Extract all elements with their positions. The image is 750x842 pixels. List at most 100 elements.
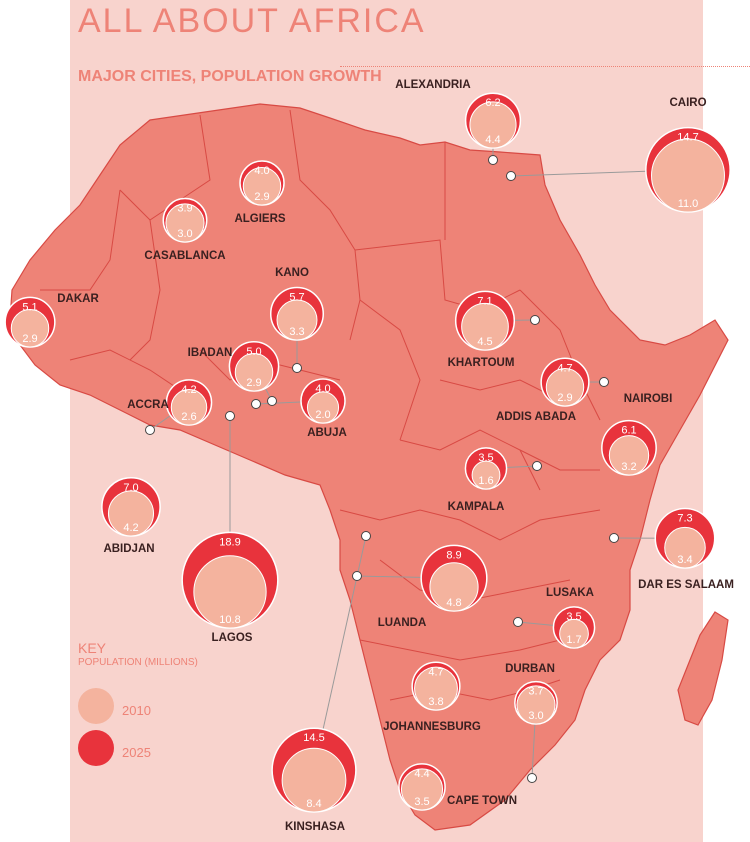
value-2010-lagos: 10.8 xyxy=(219,614,240,626)
madagascar-landmass xyxy=(677,611,729,726)
city-accra: 4.2 2.6 ACCRA xyxy=(127,379,213,435)
city-name-alexandria: ALEXANDRIA xyxy=(395,79,470,91)
key-label-2010: 2010 xyxy=(122,703,151,718)
value-2025-abuja: 4.0 xyxy=(315,383,330,395)
location-dot-kinshasa xyxy=(361,531,371,541)
value-2025-kinshasa: 14.5 xyxy=(303,732,324,744)
value-2025-lagos: 18.9 xyxy=(219,536,240,548)
city-addis-abada: 4.7 2.9 ADDIS ABADA xyxy=(496,357,609,423)
bubble-2010-lusaka xyxy=(559,618,589,649)
value-2025-algiers: 4.0 xyxy=(254,165,269,177)
value-2010-khartoum: 4.5 xyxy=(477,336,492,348)
bubble-2010-cape-town xyxy=(400,768,444,811)
bubble-2010-luanda xyxy=(429,562,479,612)
key-title: KEY xyxy=(78,640,107,656)
value-2010-accra: 2.6 xyxy=(181,411,196,423)
value-2010-nairobi: 3.2 xyxy=(621,461,636,473)
value-2025-abidjan: 7.0 xyxy=(123,482,138,494)
key-swatch-2025 xyxy=(78,730,114,766)
city-name-cairo: CAIRO xyxy=(669,97,706,109)
value-2010-kampala: 1.6 xyxy=(478,475,493,487)
bubble-2010-ibadan xyxy=(234,353,274,392)
bubble-2010-kampala xyxy=(471,460,501,490)
value-2025-alexandria: 6.2 xyxy=(485,97,500,109)
bubble-2010-kinshasa xyxy=(281,747,347,813)
location-dot-lusaka xyxy=(513,617,523,627)
value-2025-nairobi: 6.1 xyxy=(621,425,636,437)
bubble-2010-johannesburg xyxy=(414,666,458,711)
city-lagos: 18.9 10.8 LAGOS xyxy=(181,411,279,644)
city-name-dar-es-salaam: DAR ES SALAAM xyxy=(638,579,734,591)
value-2010-casablanca: 3.0 xyxy=(177,228,192,240)
bubble-2010-dakar xyxy=(10,309,50,348)
value-2025-durban: 3.7 xyxy=(528,686,543,698)
city-casablanca: 3.9 3.0 CASABLANCA xyxy=(144,197,226,262)
bubble-2010-lagos xyxy=(193,555,267,629)
city-name-luanda: LUANDA xyxy=(378,617,427,629)
value-2025-kano: 5.7 xyxy=(289,291,304,303)
value-2010-alexandria: 4.4 xyxy=(485,134,500,146)
value-2010-abuja: 2.0 xyxy=(315,409,330,421)
value-2010-ibadan: 2.9 xyxy=(246,377,261,389)
city-ibadan: 5.0 2.9 IBADAN xyxy=(188,341,280,406)
city-name-cape-town: CAPE TOWN xyxy=(447,795,517,807)
city-name-abidjan: ABIDJAN xyxy=(103,543,154,555)
value-2010-algiers: 2.9 xyxy=(254,191,269,203)
bubble-2010-abidjan xyxy=(107,490,155,537)
city-name-accra: ACCRA xyxy=(127,399,169,411)
city-name-durban: DURBAN xyxy=(505,663,555,675)
city-kinshasa: 14.5 8.4 KINSHASA xyxy=(271,531,371,833)
location-dot-kano xyxy=(292,363,302,373)
city-kano: 5.7 3.3 KANO xyxy=(269,267,325,373)
value-2010-dakar: 2.9 xyxy=(22,333,37,345)
city-alexandria: 6.2 4.4 ALEXANDRIA xyxy=(395,79,522,165)
value-2025-johannesburg: 4.7 xyxy=(428,666,443,678)
city-dar-es-salaam: 7.3 3.4 DAR ES SALAAM xyxy=(609,507,734,591)
city-luanda: 8.9 4.8 LUANDA xyxy=(352,544,488,629)
key-label-2025: 2025 xyxy=(122,745,151,760)
bubble-2010-durban xyxy=(516,685,556,725)
bubble-2010-accra xyxy=(170,389,208,426)
country-borders xyxy=(40,109,601,701)
location-dot-lagos xyxy=(225,411,235,421)
value-2010-lusaka: 1.7 xyxy=(566,634,581,646)
key-swatch-2010 xyxy=(78,688,114,724)
city-name-johannesburg: JOHANNESBURG xyxy=(383,721,481,733)
value-2010-kinshasa: 8.4 xyxy=(306,798,321,810)
bubble-2010-dar-es-salaam xyxy=(664,526,706,569)
value-2025-ibadan: 5.0 xyxy=(246,346,261,358)
bubble-2010-cairo xyxy=(651,138,725,213)
location-dot-durban xyxy=(527,773,537,783)
bubble-2010-casablanca xyxy=(165,203,205,243)
city-name-kano: KANO xyxy=(275,267,309,279)
city-name-lusaka: LUSAKA xyxy=(546,587,594,599)
location-dot-khartoum xyxy=(530,315,540,325)
value-2025-cape-town: 4.4 xyxy=(414,768,429,780)
value-2010-kano: 3.3 xyxy=(289,326,304,338)
location-dot-addis-abada xyxy=(599,377,609,387)
value-2025-addis-abada: 4.7 xyxy=(557,362,572,374)
value-2025-accra: 4.2 xyxy=(181,384,196,396)
city-name-dakar: DAKAR xyxy=(57,293,99,305)
location-dot-alexandria xyxy=(488,155,498,165)
value-2010-addis-abada: 2.9 xyxy=(557,392,572,404)
city-name-casablanca: CASABLANCA xyxy=(144,250,225,262)
location-dot-accra xyxy=(145,425,155,435)
city-khartoum: 7.1 4.5 KHARTOUM xyxy=(448,290,540,369)
city-cairo: 14.7 11.0 CAIRO xyxy=(506,97,731,213)
city-markers: 6.2 4.4 ALEXANDRIA 14.7 11.0 CAIRO 4.0 2.9 ALGIE… xyxy=(4,79,734,833)
value-2010-durban: 3.0 xyxy=(528,710,543,722)
dotted-rule xyxy=(340,66,750,67)
bubble-2010-abuja xyxy=(306,391,340,424)
value-2025-casablanca: 3.9 xyxy=(177,203,192,215)
city-name-algiers: ALGIERS xyxy=(234,213,285,225)
value-2025-khartoum: 7.1 xyxy=(477,295,492,307)
city-nairobi: 6.1 3.2 NAIROBI xyxy=(601,393,672,476)
city-dakar: 5.1 2.9 DAKAR xyxy=(4,293,99,348)
bubble-2010-addis-abada xyxy=(545,368,585,407)
city-name-kinshasa: KINSHASA xyxy=(285,821,345,833)
key-subtitle: POPULATION (MILLIONS) xyxy=(78,657,198,668)
value-2025-dakar: 5.1 xyxy=(22,301,37,313)
location-dot-kampala xyxy=(532,461,542,471)
